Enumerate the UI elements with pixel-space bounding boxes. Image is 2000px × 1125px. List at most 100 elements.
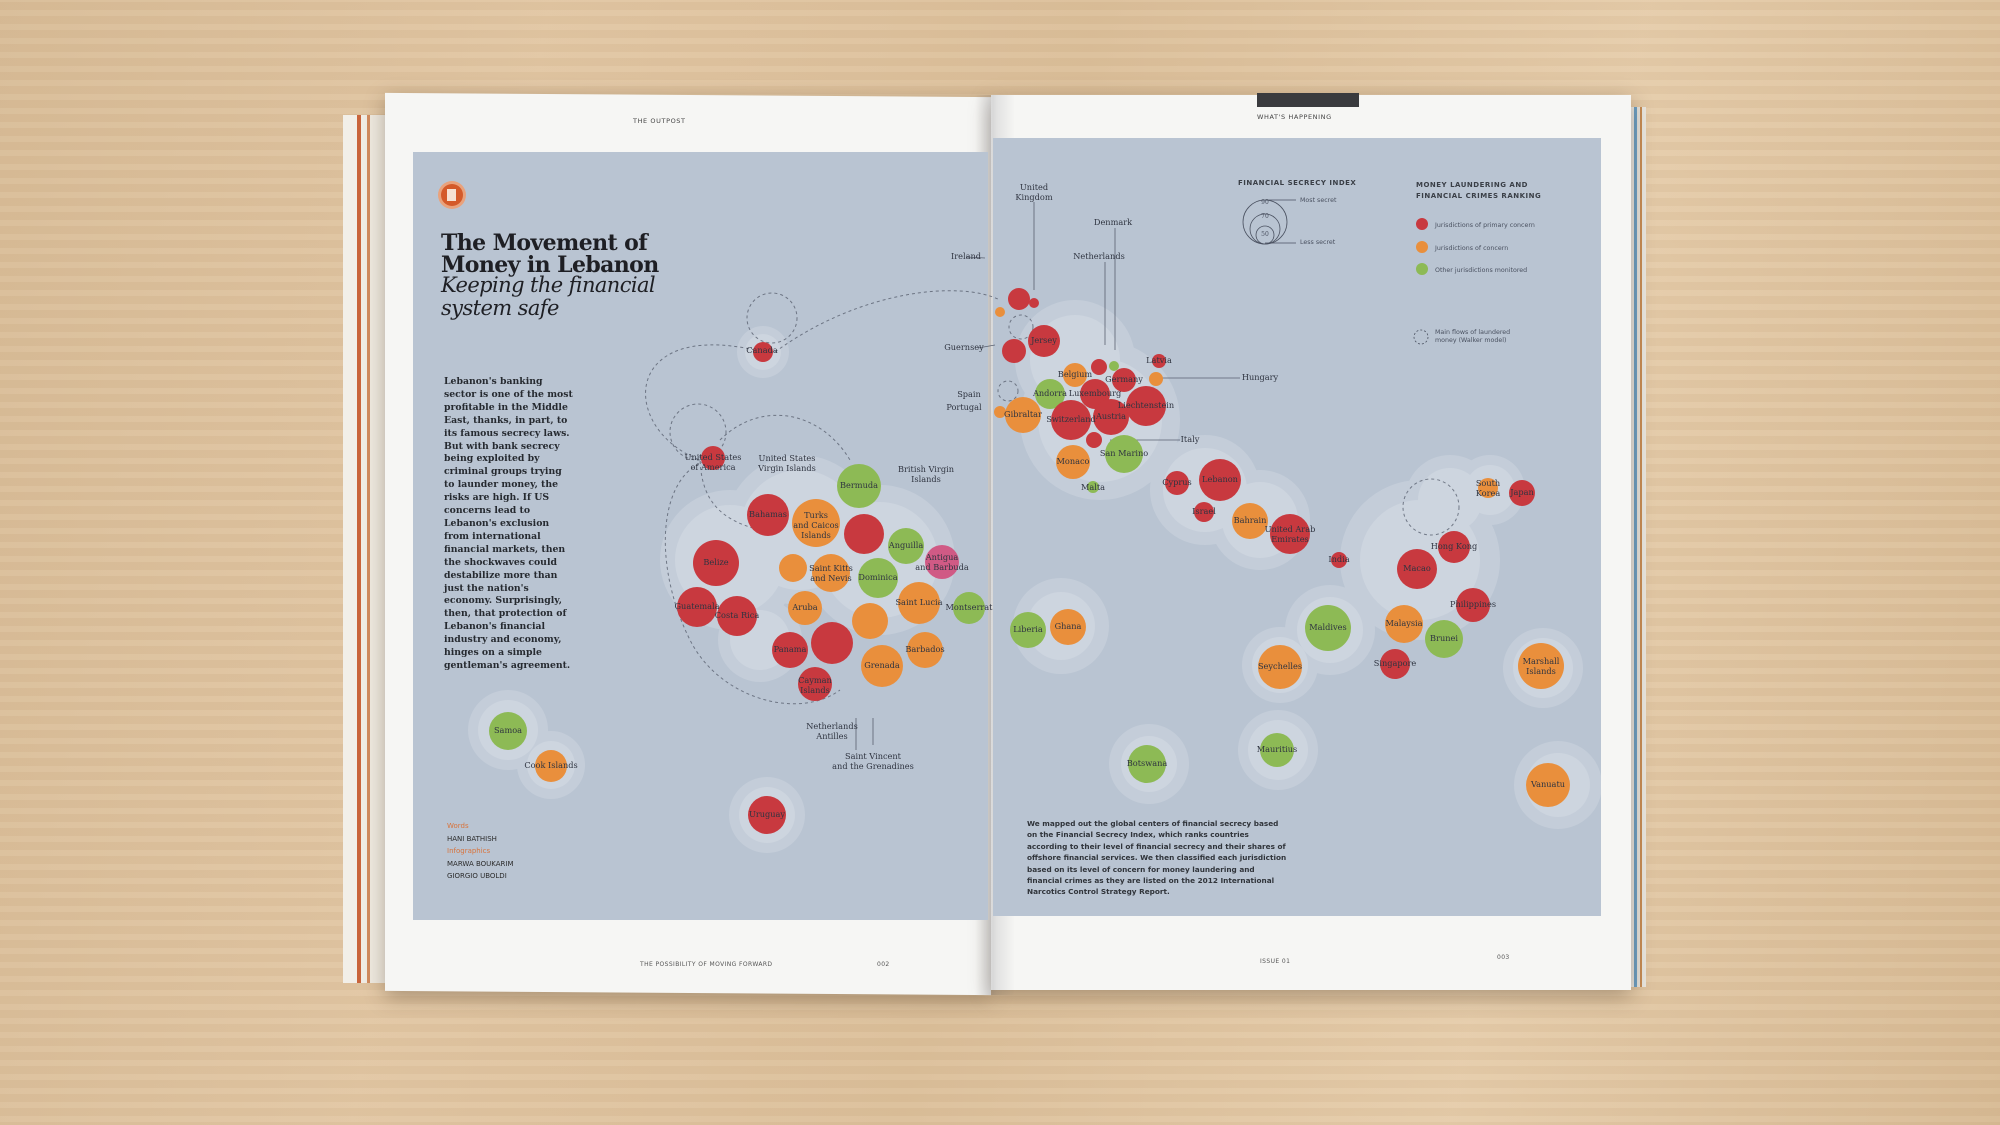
section-emblem-icon — [441, 184, 463, 206]
label-hungary: Hungary — [1242, 372, 1279, 382]
map-caption: We mapped out the global centers of fina… — [1027, 819, 1287, 897]
legend-ranking-title-1: MONEY LAUNDERING AND — [1416, 181, 1528, 189]
legend-other-swatch — [1416, 263, 1428, 275]
footer-right-text: ISSUE 01 — [1260, 958, 1291, 965]
label-gibraltar: Gibraltar — [1004, 409, 1042, 419]
page-number-left: 002 — [877, 961, 890, 968]
label-hong-kong: Hong Kong — [1431, 541, 1478, 551]
article-title: The Movement of Money in Lebanon — [441, 230, 659, 278]
label-south-korea-2: Korea — [1476, 488, 1501, 498]
label-maldives: Maldives — [1309, 622, 1346, 632]
label-barbados: Barbados — [905, 644, 944, 654]
label-luxembourg: Luxembourg — [1069, 388, 1122, 398]
label-ireland: Ireland — [951, 251, 981, 261]
legend-flows-label-2: money (Walker model) — [1435, 337, 1507, 344]
label-austria: Austria — [1095, 411, 1126, 421]
running-head-left: THE OUTPOST — [633, 117, 686, 125]
label-bahrain: Bahrain — [1234, 515, 1268, 525]
label-cayman-1: Cayman — [798, 675, 832, 685]
footer-left-text: THE POSSIBILITY OF MOVING FORWARD — [640, 961, 773, 968]
label-mauritius: Mauritius — [1257, 744, 1297, 754]
label-lebanon: Lebanon — [1202, 474, 1239, 484]
label-dominica: Dominica — [858, 572, 897, 582]
label-germany: Germany — [1105, 374, 1143, 384]
label-marshall-1: Marshall — [1523, 656, 1560, 666]
label-kitts-2: and Nevis — [810, 573, 851, 583]
credit-infographics-name-2: GIORGIO UBOLDI — [447, 872, 507, 881]
page-stack-left-edge — [343, 115, 387, 983]
legend-ranking-title-2: FINANCIAL CRIMES RANKING — [1416, 192, 1542, 200]
label-japan: Japan — [1509, 487, 1534, 497]
credit-words-name: HANI BATHISH — [447, 834, 497, 843]
legend-primary-swatch — [1416, 218, 1428, 230]
label-guernsey: Guernsey — [944, 342, 984, 352]
label-usvi-2: Virgin Islands — [757, 463, 816, 473]
label-liechtenstein: Liechtenstein — [1118, 400, 1175, 410]
legend-concern-label: Jurisdictions of concern — [1435, 245, 1509, 252]
label-usvi-1: United States — [759, 453, 816, 463]
label-portugal: Portugal — [946, 402, 982, 412]
page-number-right: 003 — [1497, 954, 1510, 961]
label-bahamas: Bahamas — [749, 509, 787, 519]
label-switzerland: Switzerland — [1046, 414, 1096, 424]
label-india: India — [1328, 554, 1349, 564]
label-bermuda: Bermuda — [840, 480, 878, 490]
label-samoa: Samoa — [494, 725, 522, 735]
label-bvi-2: Islands — [911, 474, 941, 484]
label-latvia: Latvia — [1146, 355, 1172, 365]
label-botswana: Botswana — [1127, 758, 1168, 768]
index-value-70: 70 — [1261, 213, 1269, 220]
index-value-50: 50 — [1261, 231, 1269, 238]
article-subtitle: Keeping the financial system safe — [441, 273, 656, 320]
label-monaco: Monaco — [1057, 456, 1090, 466]
credit-infographics-role: Infographics — [447, 847, 491, 856]
label-vincent-1: Saint Vincent — [845, 751, 902, 761]
label-andorra: Andorra — [1032, 388, 1067, 398]
index-value-90: 90 — [1261, 199, 1269, 206]
label-bvi-1: British Virgin — [898, 464, 955, 474]
legend-concern-swatch — [1416, 241, 1428, 253]
label-uae-2: Emirates — [1271, 534, 1309, 544]
label-vanuatu: Vanuatu — [1530, 779, 1565, 789]
legend-other-label: Other jurisdictions monitored — [1435, 267, 1528, 274]
label-guatemala: Guatemala — [675, 601, 720, 611]
label-uae-1: United Arab — [1265, 524, 1316, 534]
legend-index-title: FINANCIAL SECRECY INDEX — [1238, 179, 1357, 187]
legend-less-secret: Less secret — [1300, 239, 1336, 246]
credit-infographics-name-1: MARWA BOUKARIM — [447, 859, 514, 868]
label-uruguay: Uruguay — [749, 809, 785, 819]
label-turks-1: Turks — [804, 510, 828, 520]
label-kitts-1: Saint Kitts — [809, 563, 853, 573]
article-body: Lebanon's banking sector is one of the m… — [444, 376, 573, 671]
label-macao: Macao — [1403, 563, 1431, 573]
credit-words-role: Words — [447, 822, 469, 830]
legend-primary-label: Jurisdictions of primary concern — [1435, 222, 1535, 229]
label-spain: Spain — [957, 389, 981, 399]
label-denmark: Denmark — [1094, 217, 1133, 227]
label-usa-2: of America — [690, 462, 735, 472]
label-antilles-2: Antilles — [815, 731, 847, 741]
label-malaysia: Malaysia — [1385, 618, 1422, 628]
label-belgium: Belgium — [1058, 369, 1093, 379]
label-liberia: Liberia — [1013, 624, 1043, 634]
label-costa-rica: Costa Rica — [715, 610, 760, 620]
label-panama: Panama — [774, 644, 807, 654]
label-netherlands: Netherlands — [1073, 251, 1125, 261]
label-antigua-2: and Barbuda — [915, 562, 969, 572]
label-uk-2: Kingdom — [1015, 192, 1052, 202]
label-seychelles: Seychelles — [1258, 661, 1302, 671]
label-san-marino: San Marino — [1100, 448, 1148, 458]
label-montserrat: Montserrat — [946, 602, 994, 612]
label-italy: Italy — [1181, 434, 1200, 444]
label-vincent-2: and the Grenadines — [832, 761, 914, 771]
label-turks-3: Islands — [801, 530, 831, 540]
label-jersey: Jersey — [1030, 335, 1057, 345]
label-turks-2: and Caicos — [793, 520, 838, 530]
label-anguilla: Anguilla — [888, 540, 924, 550]
page-stack-right-edge — [1628, 107, 1646, 987]
label-grenada: Grenada — [864, 660, 900, 670]
label-cayman-2: Islands — [800, 685, 830, 695]
label-usa-1: United States — [685, 452, 742, 462]
label-brunei: Brunei — [1430, 633, 1458, 643]
